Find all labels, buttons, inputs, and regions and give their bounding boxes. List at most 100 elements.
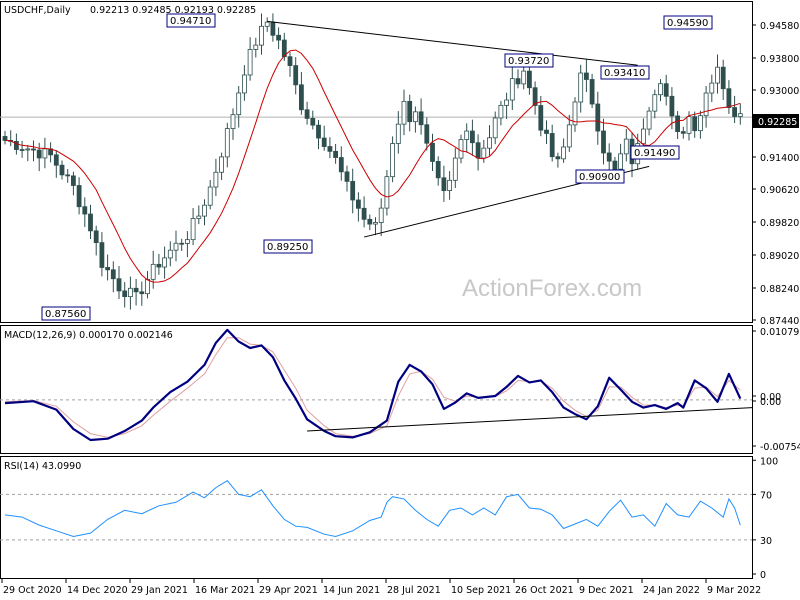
candle-body xyxy=(259,25,264,46)
candle-body xyxy=(36,149,42,159)
candle-body xyxy=(116,278,122,292)
price-annotation: 0.94710 xyxy=(166,13,216,28)
candle-body xyxy=(663,83,669,97)
candle xyxy=(247,37,253,81)
candle-body xyxy=(538,105,544,131)
candle xyxy=(344,165,350,192)
candle-body xyxy=(190,218,196,241)
candle xyxy=(361,196,367,228)
candle-body xyxy=(623,138,629,155)
moving-average-line xyxy=(4,49,741,283)
price-annotation: 0.93410 xyxy=(600,65,650,80)
candle-body xyxy=(641,128,646,145)
candle xyxy=(407,94,413,132)
candle-body xyxy=(219,156,225,173)
candle xyxy=(435,156,441,186)
candle xyxy=(452,148,458,189)
candle-body xyxy=(401,100,407,125)
macd-tick-label: -0.007548 xyxy=(760,442,800,453)
candle xyxy=(595,91,601,145)
candle xyxy=(310,110,316,130)
candle xyxy=(538,95,544,137)
candle xyxy=(652,89,658,119)
candle xyxy=(447,171,453,200)
candle-body xyxy=(213,171,219,188)
candle-body xyxy=(276,34,282,41)
x-tick-label: 9 Dec 2021 xyxy=(579,585,634,596)
candle xyxy=(110,261,116,293)
candle-body xyxy=(236,92,242,116)
candle-body xyxy=(726,88,732,108)
annotation-box xyxy=(504,53,554,68)
candle-body xyxy=(561,146,566,160)
candle-body xyxy=(93,230,99,243)
candle-body xyxy=(572,101,578,126)
candle xyxy=(236,85,242,128)
candle-body xyxy=(310,118,316,126)
price-trendline xyxy=(267,20,638,66)
candle xyxy=(720,59,726,100)
candle-body xyxy=(127,287,133,298)
candle xyxy=(390,136,396,183)
x-tick-label: 9 Mar 2022 xyxy=(707,585,761,596)
candle xyxy=(412,106,418,133)
candle-body xyxy=(612,160,618,170)
candle xyxy=(589,73,595,109)
candle-body xyxy=(395,123,401,144)
candle-body xyxy=(720,66,726,90)
price-tick-label: 0.88240 xyxy=(760,284,799,295)
candle-body xyxy=(71,175,76,186)
candle xyxy=(133,278,139,306)
rsi-panel xyxy=(0,456,753,579)
annotation-label: 0.93410 xyxy=(604,68,645,79)
annotation-label: 0.93720 xyxy=(508,56,549,67)
candle-body xyxy=(492,117,498,139)
candle-body xyxy=(407,100,413,123)
candle xyxy=(669,87,675,130)
x-tick-label: 26 Oct 2021 xyxy=(515,585,574,596)
candle-body xyxy=(241,74,247,94)
candle-body xyxy=(430,142,435,162)
x-tick-label: 29 Apr 2021 xyxy=(259,585,318,596)
candle xyxy=(698,110,703,139)
candle-body xyxy=(253,44,259,50)
candle xyxy=(623,128,629,162)
candle xyxy=(304,101,310,125)
x-tick-label: 29 Jan 2021 xyxy=(131,585,188,596)
candle xyxy=(179,238,185,251)
candle-body xyxy=(544,129,549,134)
price-tick-label: 0.94580 xyxy=(760,21,799,32)
candle-body xyxy=(686,116,692,134)
rsi-tick-label: 0 xyxy=(760,570,766,581)
candle-body xyxy=(601,130,606,154)
candle-body xyxy=(589,79,595,105)
candle-body xyxy=(527,70,532,89)
candle xyxy=(224,122,230,168)
candle xyxy=(703,85,709,128)
x-tick-label: 28 Jul 2021 xyxy=(387,585,441,596)
price-tick-label: 0.90620 xyxy=(760,185,799,196)
candle xyxy=(675,111,680,140)
watermark: ActionForex.com xyxy=(462,275,642,302)
candle-body xyxy=(196,215,202,219)
candle-body xyxy=(293,65,299,86)
rsi-tick-label: 70 xyxy=(760,490,772,501)
candle xyxy=(213,158,219,197)
candle xyxy=(469,119,475,156)
annotation-box xyxy=(630,145,680,160)
candle xyxy=(566,114,572,152)
candle xyxy=(88,204,93,239)
candle-body xyxy=(606,152,612,162)
candle xyxy=(350,168,356,214)
price-annotation: 0.87560 xyxy=(41,306,91,321)
candle xyxy=(93,225,99,256)
x-tick-label: 10 Sep 2021 xyxy=(451,585,511,596)
price-annotation: 0.89250 xyxy=(263,239,313,254)
annotation-label: 0.89250 xyxy=(267,242,308,253)
macd-tick-label: 0.010797 xyxy=(760,327,800,338)
candle-body xyxy=(652,94,658,112)
candle-body xyxy=(698,115,703,132)
candle-body xyxy=(487,137,492,149)
candle xyxy=(401,89,407,136)
candle xyxy=(241,65,247,101)
